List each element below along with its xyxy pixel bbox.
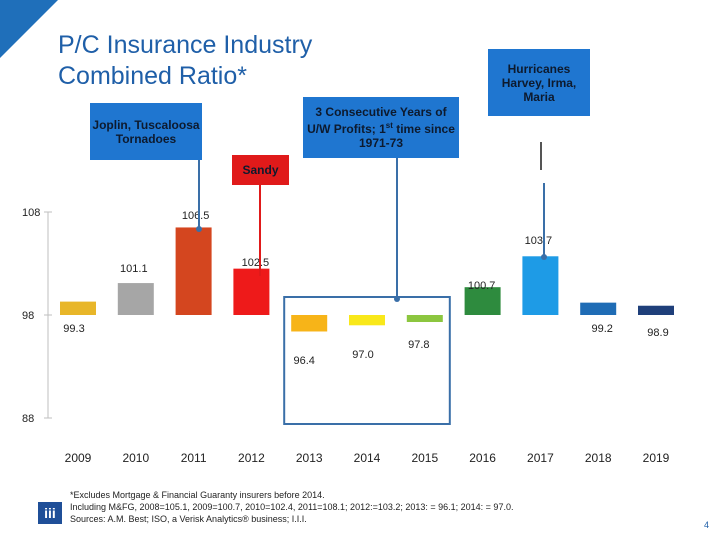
bar-2013 xyxy=(291,315,328,332)
x-tick-label: 2014 xyxy=(354,451,381,465)
x-tick-label: 2013 xyxy=(296,451,323,465)
bar-2014 xyxy=(349,315,385,326)
data-label: 96.4 xyxy=(293,355,314,367)
highlight-box xyxy=(283,296,451,425)
x-tick-label: 2011 xyxy=(181,451,207,465)
x-tick-label: 2015 xyxy=(411,451,438,465)
x-tick-label: 2009 xyxy=(65,451,92,465)
bar-2011 xyxy=(175,227,212,315)
bar-2015 xyxy=(406,315,443,322)
bar-2016 xyxy=(464,287,501,315)
hurricanes-callout-text: Hurricanes Harvey, Irma, Maria xyxy=(501,61,577,104)
sandy-callout: Sandy xyxy=(232,155,289,185)
consecutive-profits-callout: 3 Consecutive Years of U/W Profits; 1st … xyxy=(303,97,459,158)
y-tick-label: 88 xyxy=(22,413,34,425)
data-label: 99.2 xyxy=(591,323,612,335)
data-label: 97.8 xyxy=(408,339,429,351)
bar-2009 xyxy=(60,301,96,315)
footnote: *Excludes Mortgage & Financial Guaranty … xyxy=(70,489,513,525)
hurricanes-callout: Hurricanes Harvey, Irma, Maria xyxy=(488,49,590,116)
bar-2019 xyxy=(638,305,674,315)
joplin-callout-text: Joplin, Tuscaloosa Tornadoes xyxy=(92,117,200,146)
x-tick-label: 2017 xyxy=(527,451,554,465)
data-label: 106.5 xyxy=(182,210,210,222)
data-label: 99.3 xyxy=(63,323,84,335)
sandy-callout-text: Sandy xyxy=(242,163,279,177)
hurricanes-connector-dot xyxy=(541,254,547,260)
x-tick-label: 2012 xyxy=(238,451,265,465)
footnote-line-1: *Excludes Mortgage & Financial Guaranty … xyxy=(70,490,325,500)
data-label: 103.7 xyxy=(525,235,553,247)
x-tick-label: 2018 xyxy=(585,451,612,465)
y-tick-label: 98 xyxy=(22,310,34,322)
joplin-connector-dot xyxy=(196,226,202,232)
corner-accent xyxy=(0,0,58,58)
x-tick-label: 2019 xyxy=(643,451,670,465)
bar-2018 xyxy=(580,302,617,315)
x-tick-label: 2010 xyxy=(122,451,149,465)
data-label: 101.1 xyxy=(120,263,148,275)
bar-2017 xyxy=(522,256,559,315)
data-label: 98.9 xyxy=(647,327,668,339)
footnote-line-2: Including M&FG, 2008=105.1, 2009=100.7, … xyxy=(70,502,514,512)
consecutive-connector-dot xyxy=(394,296,400,302)
page-number: 4 xyxy=(704,520,710,530)
page-title: P/C Insurance Industry Combined Ratio* xyxy=(58,31,313,90)
bar-2010 xyxy=(117,283,154,315)
x-tick-label: 2016 xyxy=(469,451,496,465)
consecutive-callout-text: 3 Consecutive Years of U/W Profits; 1st … xyxy=(307,105,455,150)
data-label: 100.7 xyxy=(468,280,496,292)
footnote-line-3: Sources: A.M. Best; ISO, a Verisk Analyt… xyxy=(70,514,307,524)
data-label: 97.0 xyxy=(352,349,373,361)
data-label: 102.5 xyxy=(242,257,270,269)
bar-2012 xyxy=(233,268,270,315)
iii-logo: iii xyxy=(38,502,62,524)
y-tick-label: 108 xyxy=(22,207,40,219)
joplin-tuscaloosa-callout: Joplin, Tuscaloosa Tornadoes xyxy=(90,103,202,160)
